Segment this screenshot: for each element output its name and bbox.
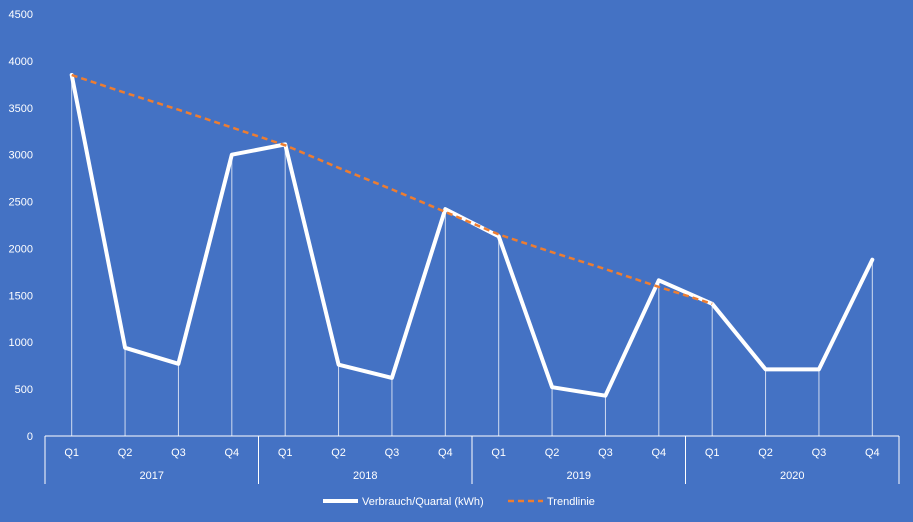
x-tick-label: Q2 <box>545 447 560 459</box>
x-tick-label: Q4 <box>651 447 666 459</box>
group-label: 2020 <box>780 470 804 482</box>
x-tick-label: Q1 <box>64 447 79 459</box>
y-tick-label: 2500 <box>9 197 33 209</box>
y-tick-label: 3000 <box>9 150 33 162</box>
drop-lines <box>71 74 873 436</box>
x-tick-label: Q2 <box>118 447 133 459</box>
y-tick-label: 3500 <box>9 103 33 115</box>
x-tick-label: Q1 <box>705 447 720 459</box>
group-label: 2019 <box>567 470 591 482</box>
x-tick-label: Q3 <box>171 447 186 459</box>
x-tick-label: Q2 <box>758 447 773 459</box>
plot-area <box>69 73 875 398</box>
y-tick-label: 4500 <box>9 9 33 21</box>
y-tick-label: 2000 <box>9 243 33 255</box>
x-tick-label: Q4 <box>438 447 453 459</box>
x-tick-label: Q3 <box>598 447 613 459</box>
x-tick-label: Q3 <box>812 447 827 459</box>
x-tick-label: Q4 <box>865 447 880 459</box>
y-tick-label: 500 <box>15 384 33 396</box>
x-tick-label: Q2 <box>331 447 346 459</box>
x-tick-label: Q3 <box>385 447 400 459</box>
y-axis: 0 500 1000 1500 2000 2500 3000 3500 4000 4500 <box>9 9 33 443</box>
y-tick-label: 1500 <box>9 290 33 302</box>
x-tick-label: Q4 <box>224 447 239 459</box>
series-line-trendline <box>71 73 713 305</box>
legend-label-trendline: Trendlinie <box>547 496 595 508</box>
x-axis: Q1 Q2 Q3 Q4 Q1 Q2 Q3 Q4 Q1 Q2 Q3 Q4 Q1 Q2 Q3 Q4 2017 2018… <box>44 435 900 484</box>
series-line-consumption <box>69 73 875 398</box>
x-tick-label: Q1 <box>278 447 293 459</box>
legend: Verbrauch/Quartal (kWh) Trendlinie <box>323 496 595 508</box>
y-tick-label: 4000 <box>9 56 33 68</box>
legend-label-consumption: Verbrauch/Quartal (kWh) <box>362 496 484 508</box>
group-label: 2017 <box>140 470 164 482</box>
y-tick-label: 0 <box>27 431 33 443</box>
group-label: 2018 <box>353 470 377 482</box>
x-tick-label: Q1 <box>491 447 506 459</box>
y-tick-label: 1000 <box>9 337 33 349</box>
